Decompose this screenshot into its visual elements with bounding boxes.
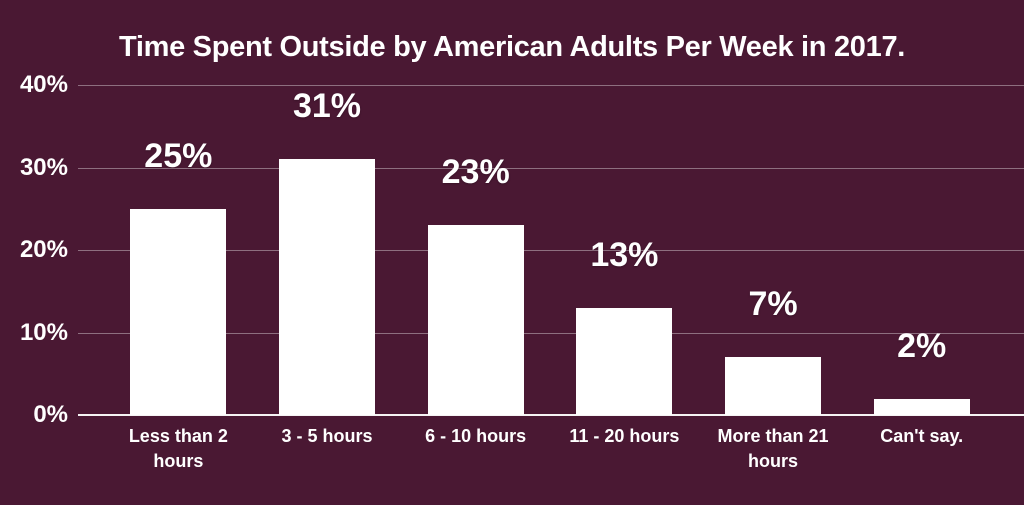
x-label-6-10-hours: 6 - 10 hours bbox=[425, 426, 527, 446]
y-tick-40: 40% bbox=[19, 71, 68, 98]
x-label-11-20-hours: 11 - 20 hours bbox=[569, 426, 680, 446]
x-axis-line bbox=[78, 414, 1024, 416]
bar-group-less-than-2-hours: 25% bbox=[104, 85, 253, 415]
bar-group-cant-say: 2% bbox=[847, 85, 996, 415]
x-label-less-than-2-hours: Less than 2 hours bbox=[128, 426, 228, 471]
bar-series: 25% 31% 23% 13% 7% 2% bbox=[104, 85, 996, 415]
bar bbox=[427, 225, 524, 415]
bar-value-label: 25% bbox=[144, 136, 213, 175]
y-tick-30: 30% bbox=[19, 153, 68, 181]
gridline-40 bbox=[78, 85, 1024, 86]
gridline-30 bbox=[78, 167, 1024, 169]
bar bbox=[279, 159, 375, 415]
x-label-more-than-21-hours: More than 21 hours bbox=[717, 426, 829, 471]
bar-value-label: 2% bbox=[897, 326, 947, 365]
y-tick-10: 10% bbox=[19, 318, 68, 346]
x-label-3-5-hours: 3 - 5 hours bbox=[281, 426, 373, 446]
bar-value-label: 23% bbox=[441, 153, 510, 192]
bar-group-more-than-21-hours: 7% bbox=[699, 85, 848, 415]
bar-group-3-5-hours: 31% bbox=[253, 85, 402, 415]
bar-value-label: 31% bbox=[292, 87, 362, 126]
bar bbox=[725, 357, 822, 415]
bar-value-label: 13% bbox=[590, 235, 659, 274]
y-tick-20: 20% bbox=[19, 236, 68, 263]
bar-group-11-20-hours: 13% bbox=[550, 85, 699, 415]
bar bbox=[130, 208, 227, 415]
plot-area: 40% 30% 20% 10% 0% 25% 31% 23% 13% bbox=[0, 73, 1024, 427]
gridline-20 bbox=[78, 250, 1024, 251]
bar-group-6-10-hours: 23% bbox=[401, 85, 550, 415]
chart-title: Time Spent Outside by American Adults Pe… bbox=[118, 31, 906, 63]
y-tick-0: 0% bbox=[33, 401, 68, 428]
bar bbox=[576, 307, 673, 415]
bar bbox=[873, 398, 970, 415]
gridline-10 bbox=[78, 332, 1024, 334]
bar-value-label: 7% bbox=[748, 285, 798, 324]
x-label-cant-say: Can't say. bbox=[880, 426, 964, 446]
x-axis-labels: Less than 2 hours 3 - 5 hours 6 - 10 hou… bbox=[104, 424, 996, 474]
